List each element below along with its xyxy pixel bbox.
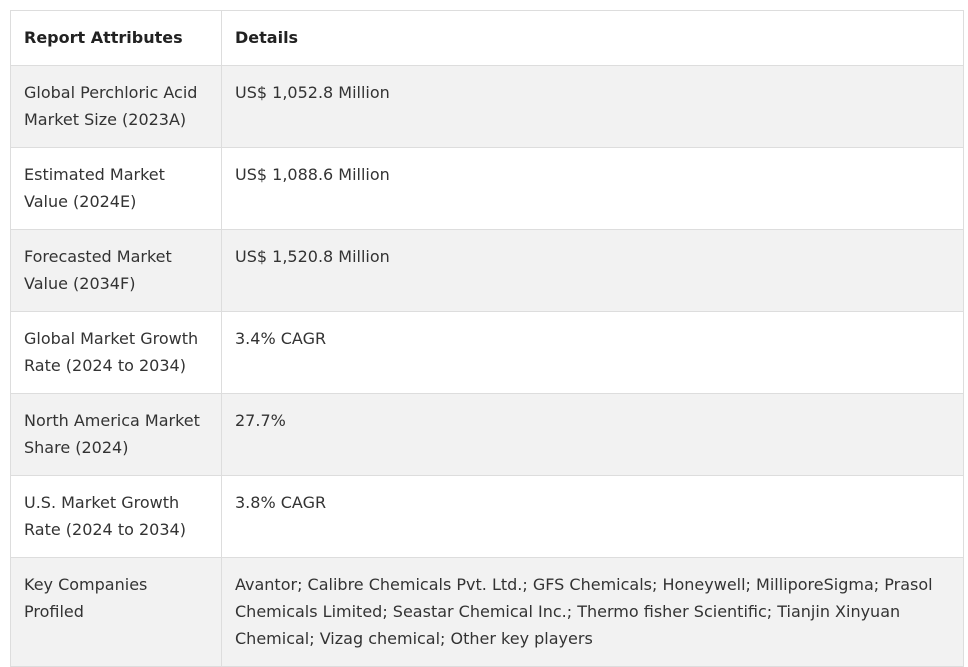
table-row: Key Companies Profiled Avantor; Calibre … (10, 557, 964, 667)
details-cell: US$ 1,088.6 Million (221, 147, 964, 230)
attribute-cell: Global Perchloric Acid Market Size (2023… (10, 65, 222, 148)
attribute-cell: Estimated Market Value (2024E) (10, 147, 222, 230)
report-attributes-table: Report Attributes Details Global Perchlo… (10, 10, 964, 667)
table-row: Global Market Growth Rate (2024 to 2034)… (10, 311, 964, 394)
attribute-cell: U.S. Market Growth Rate (2024 to 2034) (10, 475, 222, 558)
attribute-cell: Global Market Growth Rate (2024 to 2034) (10, 311, 222, 394)
details-cell: 3.4% CAGR (221, 311, 964, 394)
table-row: U.S. Market Growth Rate (2024 to 2034) 3… (10, 475, 964, 558)
details-cell: US$ 1,520.8 Million (221, 229, 964, 312)
attribute-cell: Forecasted Market Value (2034F) (10, 229, 222, 312)
attribute-cell: Key Companies Profiled (10, 557, 222, 667)
table-row: Estimated Market Value (2024E) US$ 1,088… (10, 147, 964, 230)
details-cell: Avantor; Calibre Chemicals Pvt. Ltd.; GF… (221, 557, 964, 667)
details-cell: US$ 1,052.8 Million (221, 65, 964, 148)
table-header-row: Report Attributes Details (10, 10, 964, 66)
details-cell: 3.8% CAGR (221, 475, 964, 558)
table-row: North America Market Share (2024) 27.7% (10, 393, 964, 476)
attribute-cell: North America Market Share (2024) (10, 393, 222, 476)
header-report-attributes: Report Attributes (10, 10, 222, 66)
header-details: Details (221, 10, 964, 66)
details-cell: 27.7% (221, 393, 964, 476)
table-row: Global Perchloric Acid Market Size (2023… (10, 65, 964, 148)
table-row: Forecasted Market Value (2034F) US$ 1,52… (10, 229, 964, 312)
